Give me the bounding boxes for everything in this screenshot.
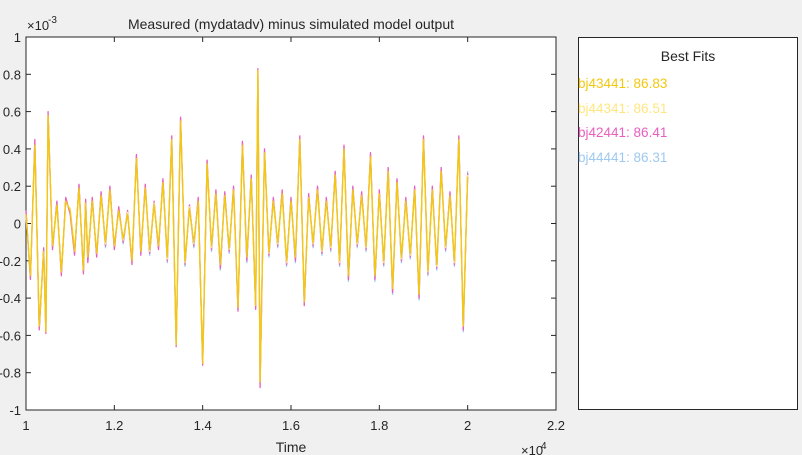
fit-entry-bj43441[interactable]: bj43441: 86.83 xyxy=(578,76,668,91)
axes-background xyxy=(25,36,557,411)
x-tick-label: 1.6 xyxy=(282,418,300,433)
y-tick-label: 0.8 xyxy=(3,67,21,82)
fit-entry-bj42441[interactable]: bj42441: 86.41 xyxy=(578,125,668,140)
series-line-bj43441 xyxy=(25,69,469,383)
x-tick-label: 2 xyxy=(464,418,471,433)
x-exponent-label: ×10 4 xyxy=(521,441,547,455)
fit-entry-bj44441[interactable]: bj44441: 86.31 xyxy=(578,149,668,165)
x-exponent-base: ×10 xyxy=(521,443,543,455)
y-tick-label: -0.6 xyxy=(0,328,21,343)
x-tick-label: 1.8 xyxy=(370,418,388,433)
best-fits-list: bj43441: 86.83 bj44341: 86.51 bj42441: 8… xyxy=(578,76,667,174)
fit-entry-bj44341[interactable]: bj44341: 86.51 xyxy=(578,100,668,116)
x-tick-label: 2.2 xyxy=(547,418,565,433)
y-tick-label: -1 xyxy=(9,403,21,418)
x-tick-label: 1.2 xyxy=(105,418,123,433)
best-fits-panel: Best Fits bj43441: 86.83 bj44341: 86.51 … xyxy=(578,37,798,410)
x-axis-label: Time xyxy=(276,439,307,455)
y-tick-label: 0.6 xyxy=(3,105,21,120)
y-tick-label: -0.4 xyxy=(0,291,21,306)
y-tick-label: 0.4 xyxy=(3,142,21,157)
chart-title: Measured (mydatadv) minus simulated mode… xyxy=(128,16,454,32)
x-tick-label: 1 xyxy=(22,418,29,433)
y-exponent-label: ×10 -3 xyxy=(27,15,57,33)
y-exponent-power: -3 xyxy=(48,15,57,26)
y-tick-label: 1 xyxy=(14,30,21,45)
best-fits-title: Best Fits xyxy=(660,48,716,64)
y-tick-label: -0.2 xyxy=(0,254,21,269)
x-exponent-power: 4 xyxy=(541,441,547,452)
y-tick-label: -0.8 xyxy=(0,366,21,381)
axis-ticks: -1 -0.8 -0.6 -0.4 -0.2 0 0.2 0.4 0.6 0.8 1 1 1.2 1.4 1… xyxy=(0,30,565,433)
y-exponent-base: ×10 xyxy=(27,18,49,33)
plot-series xyxy=(25,68,469,389)
y-tick-label: 0.2 xyxy=(3,179,21,194)
y-tick-label: 0 xyxy=(14,217,21,232)
x-tick-label: 1.4 xyxy=(194,418,212,433)
